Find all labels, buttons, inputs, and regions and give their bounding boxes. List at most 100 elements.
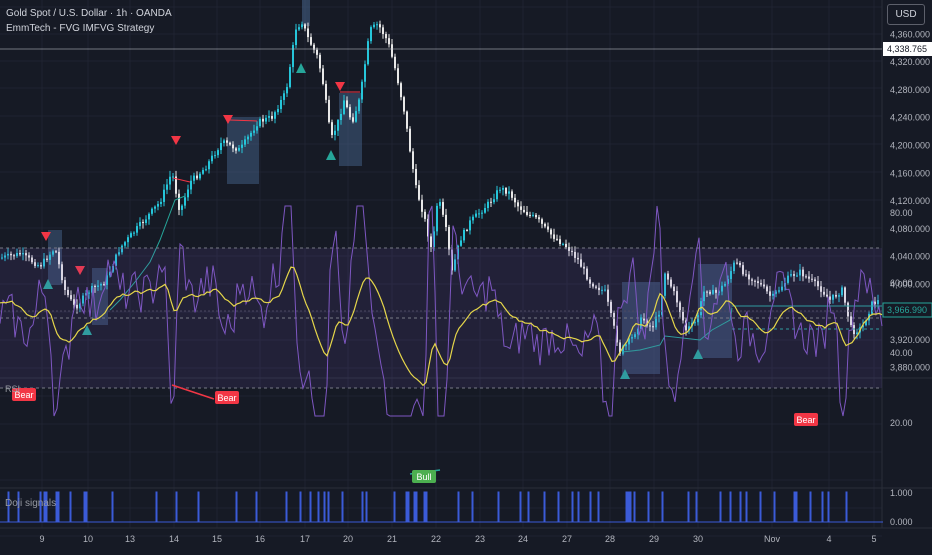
candle-body (805, 276, 807, 278)
candle-body (742, 265, 744, 275)
candle-body (166, 184, 168, 190)
time-axis-label: 22 (431, 534, 441, 544)
candle-body (190, 180, 192, 190)
candle-body (229, 142, 231, 145)
current-high-badge (883, 42, 932, 56)
doji-signal-line (0, 491, 883, 523)
time-axis-label: 9 (39, 534, 44, 544)
candle-body (436, 205, 438, 232)
rsi-signal-badge (12, 388, 36, 401)
candle-body (574, 251, 576, 258)
candle-body (1, 257, 3, 259)
candle-body (520, 206, 522, 210)
candle-body (508, 191, 510, 194)
rsi-signal-badge (412, 470, 436, 483)
candle-body (349, 107, 351, 118)
candle-body (688, 326, 690, 331)
rsi-signal-text: Bull (416, 472, 431, 482)
candle-body (838, 295, 840, 297)
candle-body (490, 201, 492, 203)
rsi-axis-label: 20.00 (890, 418, 913, 428)
price-axis-label: 4,280.000 (890, 85, 930, 95)
candle-body (829, 296, 831, 300)
candle-body (505, 187, 507, 194)
candle-body (673, 286, 675, 292)
candle-body (97, 285, 99, 287)
chart-title: Gold Spot / U.S. Dollar · 1h · OANDA (6, 8, 172, 19)
candle-body (394, 56, 396, 69)
candle-body (424, 211, 426, 219)
candle-body (724, 283, 726, 286)
candle-body (559, 239, 561, 245)
candle-body (256, 126, 258, 131)
price-axis-label: 4,080.000 (890, 224, 930, 234)
candle-body (469, 220, 471, 231)
candle-body (163, 189, 165, 202)
candle-body (406, 111, 408, 129)
candle-body (694, 322, 696, 324)
candle-body (685, 320, 687, 331)
price-axis-label: 4,200.000 (890, 141, 930, 151)
candle-body (205, 169, 207, 171)
time-axis-label: 4 (826, 534, 831, 544)
candle-body (832, 294, 834, 300)
candle-body (457, 245, 459, 260)
candle-body (634, 334, 636, 338)
candle-body (67, 289, 69, 296)
candle-body (310, 37, 312, 45)
candle-body (772, 293, 774, 296)
candle-body (670, 279, 672, 287)
current-price-badge (882, 302, 932, 318)
candle-body (118, 252, 120, 255)
candle-body (184, 197, 186, 206)
candle-body (775, 291, 777, 294)
candle-body (25, 253, 27, 256)
candle-body (799, 269, 801, 276)
candle-body (382, 27, 384, 35)
candle-body (808, 276, 810, 279)
candle-body (820, 286, 822, 292)
candle-body (154, 206, 156, 209)
doji-axis-label: 1.000 (890, 488, 913, 498)
candle-body (577, 257, 579, 260)
time-axis-label: 20 (343, 534, 353, 544)
candle-body (283, 93, 285, 100)
candle-body (16, 253, 18, 257)
candle-body (532, 214, 534, 216)
candle-body (835, 294, 837, 297)
time-axis-label: 30 (693, 534, 703, 544)
candle-body (238, 147, 240, 151)
time-axis-label: 23 (475, 534, 485, 544)
candle-body (664, 273, 666, 296)
candle-body (196, 175, 198, 179)
candle-body (55, 251, 57, 253)
candle-body (82, 295, 84, 304)
candle-body (34, 262, 36, 266)
candle-body (13, 255, 15, 257)
candle-body (514, 197, 516, 203)
candle-body (718, 291, 720, 293)
current-price-text: 3,966.990 (887, 305, 927, 315)
candle-body (619, 342, 621, 354)
time-axis-label: 5 (871, 534, 876, 544)
candle-body (781, 286, 783, 291)
rsi-line (0, 205, 883, 417)
candle-body (208, 161, 210, 170)
candle-body (22, 253, 24, 255)
candle-body (541, 219, 543, 224)
candle-body (10, 253, 12, 256)
candle-body (637, 328, 639, 335)
candle-body (697, 315, 699, 323)
candle-body (823, 291, 825, 295)
candle-body (106, 275, 108, 285)
candle-body (355, 111, 357, 122)
candle-body (319, 54, 321, 69)
candle-body (301, 24, 303, 28)
candle-body (769, 291, 771, 296)
fvg-zone (48, 230, 62, 285)
candle-body (790, 274, 792, 276)
time-axis-label: 24 (518, 534, 528, 544)
currency-button[interactable]: USD (887, 4, 925, 25)
